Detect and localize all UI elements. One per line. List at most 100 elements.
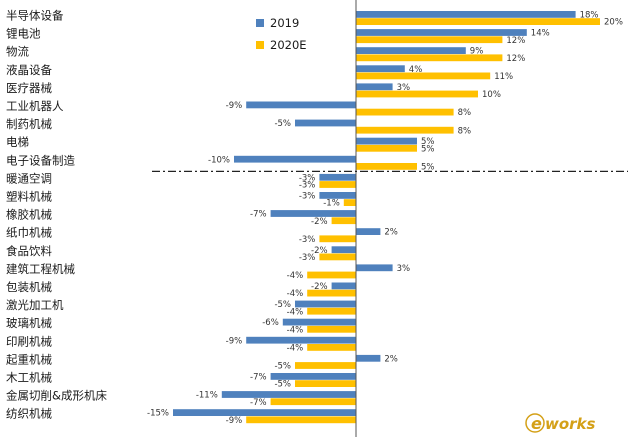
data-label: 20% xyxy=(604,18,623,28)
data-label: 5% xyxy=(421,144,435,154)
data-label: 3% xyxy=(397,264,411,274)
data-label: 12% xyxy=(506,36,525,46)
logo-e: e xyxy=(531,414,542,433)
data-label: 5% xyxy=(421,137,435,147)
bar-2019-16 xyxy=(295,300,356,308)
bar-2020E-11 xyxy=(331,217,356,225)
bar-2020E-4 xyxy=(356,90,478,98)
data-label: -4% xyxy=(287,344,304,354)
category-label: 半导体设备 xyxy=(6,9,64,23)
category-label: 工业机器人 xyxy=(6,99,64,113)
data-label: -4% xyxy=(287,307,304,317)
data-label: 2% xyxy=(384,228,398,238)
bar-2020E-12 xyxy=(319,235,356,243)
category-label: 电梯 xyxy=(6,135,29,149)
bar-2020E-21 xyxy=(270,398,356,406)
category-label: 电子设备制造 xyxy=(6,153,75,167)
bar-2020E-0 xyxy=(356,18,600,25)
bar-2019-5 xyxy=(246,101,356,109)
eworks-logo: e works xyxy=(525,413,596,433)
category-label: 暖通空调 xyxy=(6,171,52,185)
data-label: -7% xyxy=(250,373,267,383)
data-label: -3% xyxy=(299,253,316,263)
bar-2019-17 xyxy=(282,318,356,326)
category-label: 玻璃机械 xyxy=(6,316,52,330)
bar-2020E-10 xyxy=(343,199,356,206)
category-label: 纺织机械 xyxy=(6,407,52,421)
legend: 2019 2020E xyxy=(256,16,307,52)
data-label: 14% xyxy=(531,29,550,39)
data-label: -1% xyxy=(323,199,340,209)
logo-ring-icon xyxy=(525,413,545,433)
legend-label-2019: 2019 xyxy=(270,16,299,30)
data-label: -9% xyxy=(226,336,243,346)
labels-group: 半导体设备 18% 20% 锂电池 14% 12% 物流 9% 12% 液晶设备 4% 11% 医疗器械… xyxy=(6,9,623,426)
category-label: 纸巾机械 xyxy=(6,226,52,240)
bar-2020E-17 xyxy=(307,325,356,333)
data-label: -4% xyxy=(287,271,304,281)
bar-2020E-7 xyxy=(356,144,417,152)
bar-2019-2 xyxy=(356,47,466,54)
category-label: 金属切削&成形机床 xyxy=(6,389,107,403)
data-label: -7% xyxy=(250,210,267,220)
bar-2019-0 xyxy=(356,11,576,18)
bar-2019-15 xyxy=(331,282,356,290)
category-label: 液晶设备 xyxy=(6,63,52,77)
bar-2020E-6 xyxy=(356,126,454,134)
category-label: 锂电池 xyxy=(6,27,41,41)
bar-2019-1 xyxy=(356,29,527,36)
bar-2019-6 xyxy=(295,119,356,127)
bar-2019-22 xyxy=(173,409,356,416)
data-label: 3% xyxy=(397,83,411,93)
bar-2019-9 xyxy=(319,173,356,181)
bar-2020E-14 xyxy=(307,271,356,279)
category-label: 医疗器械 xyxy=(6,81,52,95)
category-label: 物流 xyxy=(6,45,29,59)
category-label: 起重机械 xyxy=(6,352,52,366)
category-label: 建筑工程机械 xyxy=(6,262,75,276)
data-label: -4% xyxy=(287,289,304,299)
data-label: -11% xyxy=(196,391,218,401)
legend-swatch-2019 xyxy=(256,19,264,27)
data-label: -2% xyxy=(311,217,328,227)
data-label: -2% xyxy=(311,282,328,292)
bar-2020E-20 xyxy=(295,380,356,387)
data-label: 8% xyxy=(458,126,472,136)
data-label: 18% xyxy=(580,11,599,21)
bar-2019-3 xyxy=(356,65,405,73)
data-label: -3% xyxy=(299,173,316,183)
bar-2020E-18 xyxy=(307,344,356,351)
data-label: 9% xyxy=(470,47,484,57)
logo-works: works xyxy=(545,415,596,433)
data-label: 10% xyxy=(482,90,501,100)
category-label: 食品饮料 xyxy=(6,244,52,258)
data-label: 2% xyxy=(384,354,398,364)
bar-2020E-1 xyxy=(356,36,503,44)
data-label: -15% xyxy=(147,409,169,419)
category-label: 印刷机械 xyxy=(6,334,52,348)
data-label: -7% xyxy=(250,398,267,408)
data-label: -5% xyxy=(274,362,291,372)
bar-2020E-13 xyxy=(319,253,356,261)
bar-2019-4 xyxy=(356,83,393,91)
category-label: 木工机械 xyxy=(6,371,52,385)
data-label: 12% xyxy=(506,54,525,64)
bar-2019-14 xyxy=(356,264,393,272)
category-label: 激光加工机 xyxy=(6,298,64,312)
data-label: -9% xyxy=(226,101,243,111)
bar-2020E-3 xyxy=(356,72,491,80)
bar-2020E-2 xyxy=(356,54,503,62)
bar-2020E-19 xyxy=(295,362,356,369)
bar-2019-8 xyxy=(234,155,356,163)
bar-2019-18 xyxy=(246,336,356,344)
data-label: 11% xyxy=(494,72,513,82)
bar-2020E-9 xyxy=(319,181,356,188)
bars-group xyxy=(173,11,600,424)
bar-2019-19 xyxy=(356,354,381,362)
data-label: 8% xyxy=(458,108,472,118)
category-label: 制药机械 xyxy=(6,117,52,131)
bar-2019-10 xyxy=(319,192,356,199)
bar-2020E-15 xyxy=(307,289,356,297)
legend-swatch-2020E xyxy=(256,41,264,49)
